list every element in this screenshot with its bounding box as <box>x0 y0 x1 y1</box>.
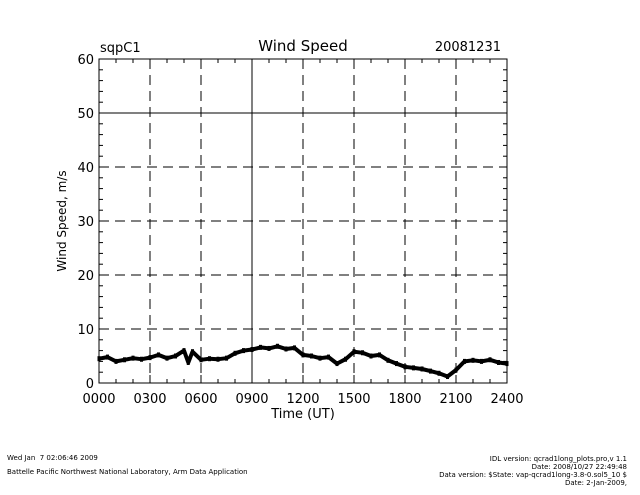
date-label: 20081231 <box>435 40 501 55</box>
wind-speed-point <box>429 368 432 374</box>
wind-speed-point <box>186 359 190 365</box>
wind-speed-point <box>386 357 390 363</box>
wind-speed-point <box>454 367 458 373</box>
wind-speed-point <box>225 355 228 361</box>
wind-speed-point <box>182 348 186 354</box>
wind-speed-point <box>284 346 288 352</box>
y-tick-label: 20 <box>77 269 94 284</box>
wind-speed-point <box>174 353 177 359</box>
x-tick-label: 2400 <box>490 392 523 407</box>
footer-organization: Battelle Pacific Northwest National Labo… <box>7 468 248 476</box>
chart-title: Wind Speed <box>258 37 348 55</box>
wind-speed-point <box>301 352 305 358</box>
site-label: sqpC1 <box>100 41 141 56</box>
wind-speed-point <box>480 358 483 364</box>
wind-speed-point <box>488 357 492 363</box>
wind-speed-point <box>148 355 152 361</box>
x-tick-label: 1200 <box>286 392 319 407</box>
wind-speed-point <box>250 347 254 353</box>
wind-speed-point <box>157 352 160 358</box>
y-tick-label: 30 <box>77 215 94 230</box>
y-axis-label: Wind Speed, m/s <box>55 170 69 271</box>
plot-frame <box>98 58 508 384</box>
wind-speed-point <box>446 374 449 380</box>
wind-speed-point <box>471 357 475 363</box>
y-tick-label: 60 <box>77 53 94 68</box>
wind-speed-point <box>463 358 466 364</box>
wind-speed-point <box>199 357 203 363</box>
wind-speed-point <box>318 355 322 361</box>
wind-speed-point <box>208 356 211 362</box>
footer-timestamp: Wed Jan 7 02:06:46 2009 <box>7 454 98 462</box>
idl-version: IDL version: qcrad1long_plots.pro,v 1.1 <box>489 455 627 463</box>
wind-speed-point <box>344 356 347 362</box>
wind-speed-point <box>114 358 118 364</box>
wind-speed-point <box>395 361 398 367</box>
wind-speed-point <box>352 349 356 355</box>
wind-speed-point <box>233 350 237 356</box>
wind-speed-point <box>259 344 262 350</box>
wind-speed-point <box>140 356 143 362</box>
wind-speed-point <box>276 343 279 349</box>
wind-speed-point <box>497 359 500 365</box>
wind-speed-chart: sqpC1 Wind Speed 20081231 Time (UT) Wind… <box>55 37 524 422</box>
x-tick-label: 1500 <box>337 392 370 407</box>
wind-speed-point <box>310 353 313 359</box>
x-tick-label: 0600 <box>184 392 217 407</box>
x-tick-label: 1800 <box>388 392 421 407</box>
x-tick-label: 2100 <box>439 392 472 407</box>
wind-speed-point <box>293 345 296 351</box>
wind-speed-point <box>327 354 330 360</box>
data-date: Date: 2-Jan-2009, <box>564 479 627 487</box>
data-version: Data version: $State: vap-qcrad1long-3.8… <box>439 471 627 479</box>
x-axis-label: Time (UT) <box>270 407 335 422</box>
wind-speed-point <box>123 357 126 363</box>
wind-speed-point <box>361 350 364 356</box>
idl-date: Date: 2008/10/27 22:49:48 <box>531 463 627 471</box>
y-tick-label: 50 <box>77 107 94 122</box>
wind-speed-point <box>267 345 271 351</box>
wind-speed-point <box>242 348 245 354</box>
y-tick-label: 10 <box>77 323 94 338</box>
footer-versions: IDL version: qcrad1long_plots.pro,v 1.1 D… <box>439 447 627 495</box>
wind-speed-point <box>403 364 407 370</box>
y-tick-label: 40 <box>77 161 94 176</box>
wind-speed-point <box>369 353 373 359</box>
wind-speed-point <box>106 354 109 360</box>
wind-speed-point <box>420 366 424 372</box>
wind-speed-point <box>378 352 381 358</box>
wind-speed-point <box>191 349 194 355</box>
wind-speed-point <box>131 355 135 361</box>
wind-speed-point <box>165 355 169 361</box>
wind-speed-point <box>412 365 415 371</box>
wind-speed-point <box>335 361 339 367</box>
x-tick-label: 0000 <box>82 392 115 407</box>
wind-speed-point <box>437 370 441 376</box>
y-tick-label: 0 <box>86 377 94 392</box>
x-tick-label: 0900 <box>235 392 268 407</box>
x-tick-label: 0300 <box>133 392 166 407</box>
wind-speed-point <box>216 356 220 362</box>
